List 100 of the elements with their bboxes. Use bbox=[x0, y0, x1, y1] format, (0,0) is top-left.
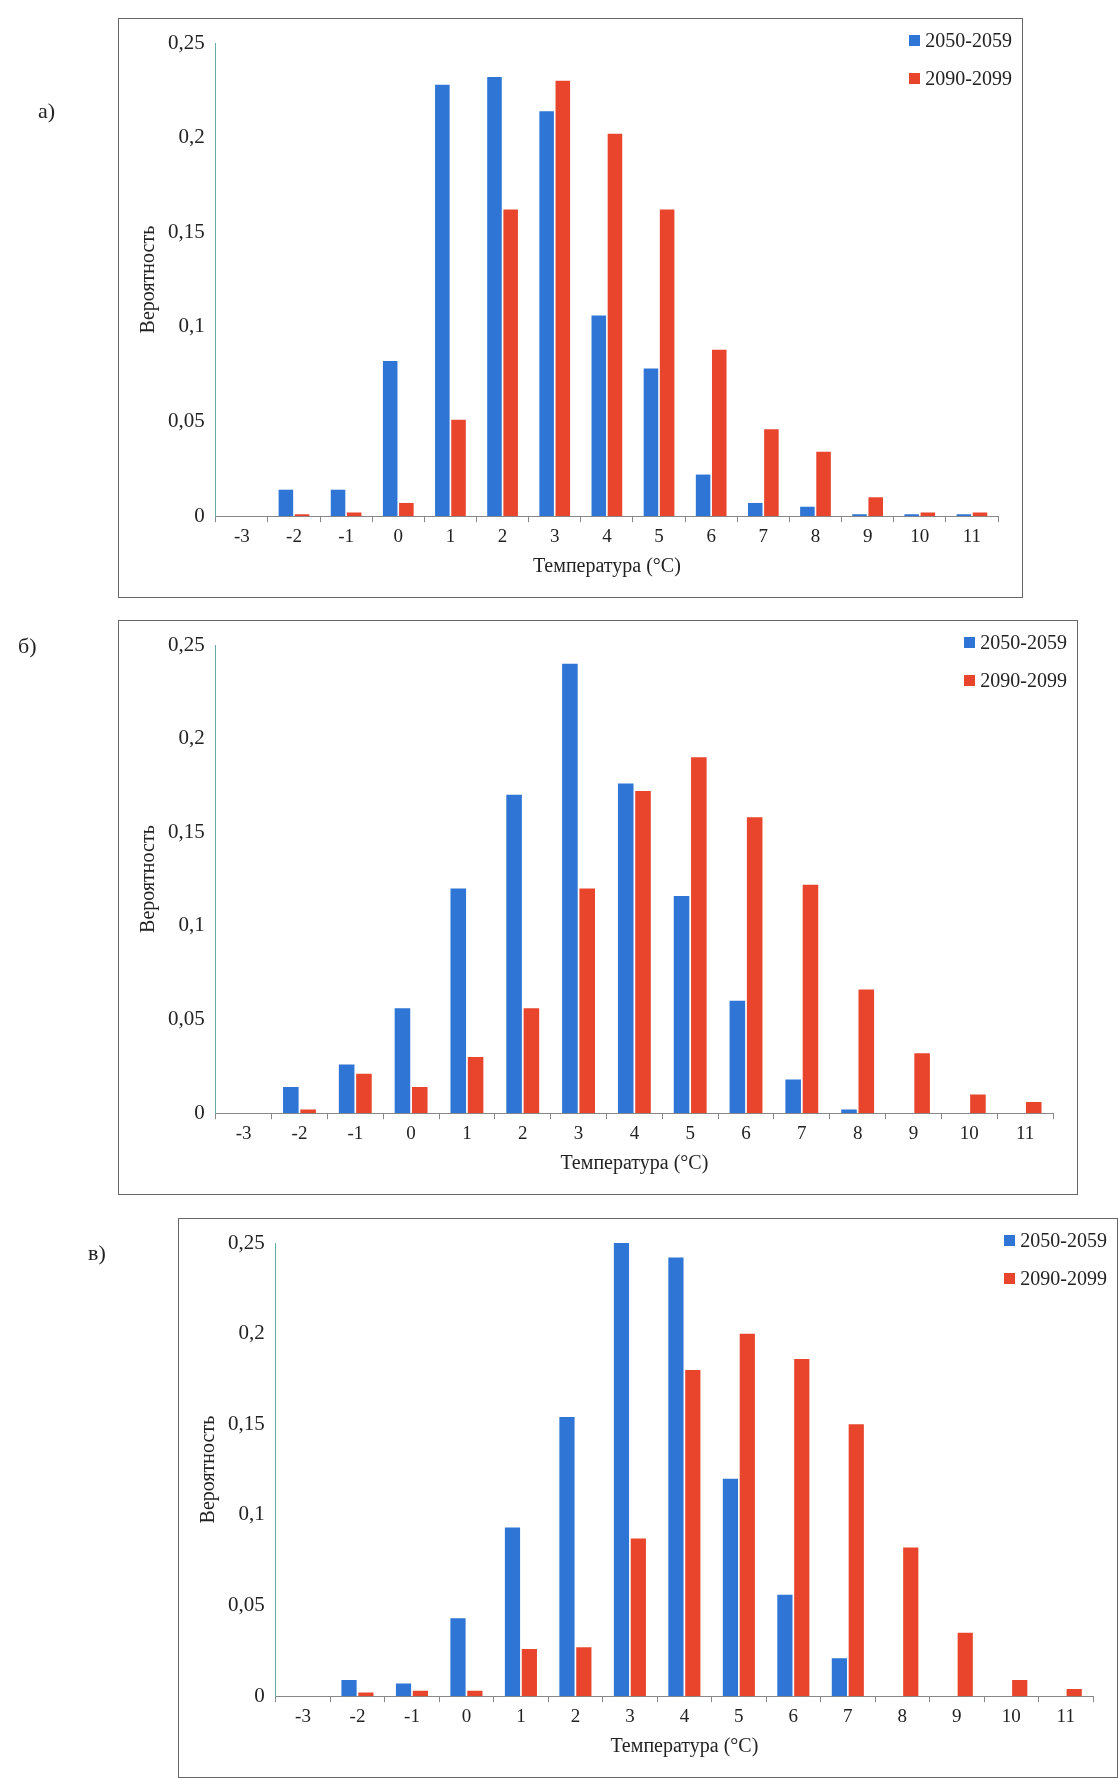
bar bbox=[330, 489, 346, 517]
y-tick-label: 0,15 bbox=[228, 1410, 265, 1435]
bar bbox=[394, 1008, 411, 1114]
bar bbox=[356, 1073, 372, 1114]
x-tick-label: 4 bbox=[629, 1121, 640, 1143]
x-tick-label: 10 bbox=[1001, 1704, 1021, 1726]
y-tick-label: 0,2 bbox=[238, 1320, 265, 1345]
bar bbox=[747, 502, 763, 517]
bar bbox=[467, 1690, 483, 1697]
bar bbox=[451, 419, 466, 517]
x-tick-label: 11 bbox=[962, 524, 982, 546]
bar bbox=[970, 1094, 986, 1114]
x-tick-label: 1 bbox=[445, 524, 456, 546]
y-tick-label: 0,15 bbox=[168, 218, 205, 243]
x-tick-label: 5 bbox=[685, 1121, 695, 1143]
bar bbox=[848, 1424, 864, 1697]
bar bbox=[555, 80, 571, 517]
bar bbox=[300, 1109, 316, 1114]
bar bbox=[800, 506, 815, 517]
x-tick-label: 6 bbox=[741, 1121, 751, 1143]
bar bbox=[399, 502, 414, 517]
x-tick-label: 7 bbox=[758, 524, 769, 546]
bar bbox=[668, 1257, 684, 1697]
x-axis-title: Температура (°C) bbox=[610, 1734, 759, 1758]
bar bbox=[450, 888, 467, 1114]
y-tick-label: 0,05 bbox=[168, 408, 205, 433]
legend-label: 2090-2099 bbox=[925, 66, 1012, 91]
x-tick-label: 3 bbox=[573, 1121, 584, 1143]
x-tick-label: -3 bbox=[235, 1121, 252, 1143]
bar bbox=[346, 512, 362, 517]
x-tick-label: 3 bbox=[549, 524, 560, 546]
x-tick-label: 1 bbox=[516, 1704, 526, 1726]
bar bbox=[920, 512, 936, 517]
bar bbox=[903, 1547, 919, 1697]
y-tick-label: 0,1 bbox=[178, 313, 205, 338]
bar bbox=[539, 111, 554, 517]
y-tick-label: 0,1 bbox=[238, 1501, 265, 1526]
x-tick-label: 8 bbox=[810, 524, 821, 546]
bar bbox=[591, 315, 607, 517]
legend-label: 2090-2099 bbox=[1020, 1266, 1107, 1291]
y-tick-label: 0 bbox=[194, 502, 205, 527]
bar bbox=[858, 989, 875, 1114]
bar bbox=[576, 1647, 592, 1697]
bar bbox=[559, 1417, 575, 1697]
y-tick-label: 0,05 bbox=[168, 1006, 205, 1031]
bar bbox=[802, 884, 819, 1114]
bar bbox=[278, 489, 294, 517]
x-tick-label: 7 bbox=[843, 1704, 853, 1726]
bar bbox=[746, 817, 763, 1114]
x-tick-label: -2 bbox=[291, 1121, 308, 1143]
x-tick-label: 2 bbox=[517, 1121, 528, 1143]
bar bbox=[395, 1683, 412, 1697]
bar bbox=[613, 1243, 630, 1697]
y-tick-label: 0,2 bbox=[178, 124, 205, 149]
y-tick-label: 0,15 bbox=[168, 818, 205, 843]
legend-label: 2050-2059 bbox=[980, 630, 1067, 655]
x-tick-label: -2 bbox=[349, 1704, 366, 1726]
x-tick-label: 10 bbox=[959, 1121, 979, 1143]
text: в) bbox=[88, 1240, 106, 1266]
x-tick-label: 4 bbox=[679, 1704, 690, 1726]
bar bbox=[1025, 1101, 1042, 1114]
bar bbox=[338, 1064, 355, 1114]
legend-label: 2050-2059 bbox=[1020, 1228, 1107, 1253]
x-tick-label: 11 bbox=[1056, 1704, 1075, 1726]
bar bbox=[643, 368, 659, 517]
y-tick-label: 0,25 bbox=[168, 631, 205, 656]
y-tick-label: 0,25 bbox=[168, 29, 205, 54]
x-tick-label: 5 bbox=[654, 524, 664, 546]
bar bbox=[729, 1000, 746, 1114]
x-tick-label: 2 bbox=[497, 524, 508, 546]
text: а) bbox=[38, 98, 56, 124]
bar bbox=[777, 1594, 793, 1697]
bar bbox=[785, 1079, 801, 1114]
x-tick-label: -3 bbox=[295, 1704, 311, 1726]
bar bbox=[914, 1053, 930, 1114]
bar bbox=[972, 512, 988, 517]
text: б) bbox=[18, 633, 37, 659]
y-axis-title: Вероятность bbox=[136, 825, 160, 933]
x-tick-label: -1 bbox=[347, 1121, 364, 1143]
bar bbox=[467, 1057, 484, 1114]
x-tick-label: 8 bbox=[897, 1704, 908, 1726]
bar bbox=[695, 474, 711, 517]
x-tick-label: 9 bbox=[952, 1704, 962, 1726]
x-tick-label: 3 bbox=[625, 1704, 635, 1726]
y-tick-label: 0 bbox=[194, 1099, 205, 1124]
bar bbox=[831, 1658, 847, 1697]
x-axis-title: Температура (°C) bbox=[560, 1151, 709, 1175]
bar bbox=[412, 1690, 428, 1697]
bar bbox=[506, 794, 522, 1114]
bar bbox=[504, 1527, 521, 1697]
x-tick-label: 0 bbox=[461, 1704, 472, 1726]
bar bbox=[764, 429, 779, 517]
bar bbox=[711, 349, 727, 517]
x-tick-label: 1 bbox=[462, 1121, 472, 1143]
y-tick-label: 0,2 bbox=[178, 725, 205, 750]
bar bbox=[841, 1109, 857, 1114]
bar bbox=[1012, 1679, 1028, 1697]
bar bbox=[659, 209, 675, 517]
bar bbox=[722, 1478, 739, 1697]
x-tick-label: 4 bbox=[602, 524, 613, 546]
